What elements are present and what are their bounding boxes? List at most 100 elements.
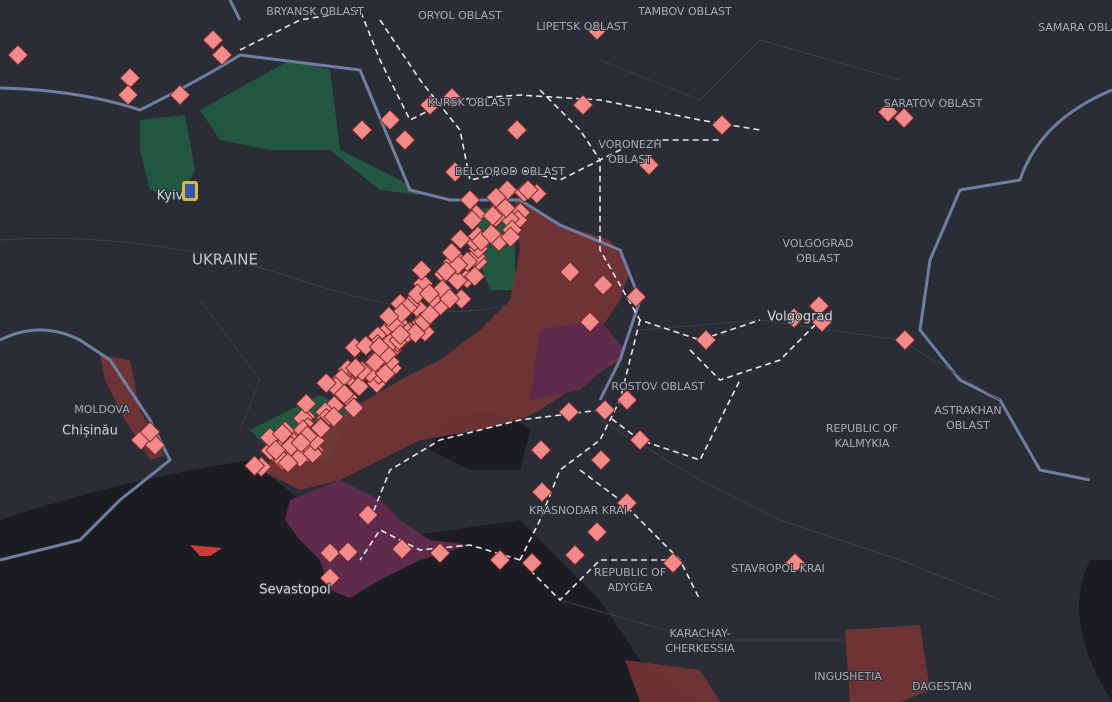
event-marker — [564, 544, 586, 566]
event-marker — [374, 363, 396, 385]
event-marker — [139, 421, 161, 443]
event-marker — [243, 455, 266, 477]
event-marker — [464, 265, 486, 287]
event-marker — [629, 429, 651, 451]
event-marker — [419, 94, 441, 116]
event-marker — [429, 542, 451, 564]
crimea — [285, 480, 470, 598]
event-marker — [355, 335, 377, 357]
place-label: VOLGOGRAD OBLAST — [782, 237, 853, 265]
event-marker — [586, 19, 608, 41]
event-marker — [343, 397, 365, 419]
event-marker — [7, 44, 29, 66]
event-marker — [590, 449, 612, 471]
event-marker — [894, 329, 916, 351]
kyiv-icon — [182, 181, 198, 201]
event-marker — [117, 84, 139, 106]
event-marker — [119, 67, 141, 89]
event-marker — [441, 242, 463, 264]
place-label: KRASNODAR KRAI — [529, 504, 627, 517]
event-marker — [444, 161, 466, 183]
event-marker — [579, 311, 601, 333]
event-marker — [439, 288, 461, 310]
event-marker — [461, 209, 483, 231]
event-marker — [625, 286, 647, 308]
region-shade — [845, 625, 930, 702]
event-marker — [489, 549, 511, 571]
place-label: MOLDOVA — [74, 403, 130, 416]
event-marker — [271, 423, 294, 445]
place-label: LIPETSK OBLAST — [536, 20, 627, 33]
event-marker — [811, 311, 833, 333]
event-marker — [169, 84, 191, 106]
event-marker — [638, 154, 660, 176]
event-marker — [310, 417, 332, 439]
place-label: BELGOROD OBLAST — [455, 165, 565, 178]
event-marker — [319, 567, 341, 589]
event-marker — [592, 274, 614, 296]
place-labels: BRYANSK OBLAST ORYOL OBLAST LIPETSK OBLAST… — [61, 4, 1112, 694]
occupied-area-east — [530, 320, 625, 400]
place-label: SAMARA OBLAST — [1038, 21, 1112, 34]
event-marker — [295, 393, 317, 415]
event-marker — [419, 303, 441, 326]
event-marker — [784, 552, 806, 574]
place-label: Sevastopol — [259, 583, 331, 598]
event-marker — [368, 336, 390, 358]
place-label: ORYOL OBLAST — [418, 9, 502, 22]
place-label: STAVROPOL KRAI — [731, 562, 825, 575]
event-marker — [450, 288, 473, 310]
place-label: Kyiv — [157, 189, 184, 204]
event-marker — [506, 119, 528, 141]
place-label: ROSTOV OBLAST — [611, 380, 705, 393]
event-marker — [783, 307, 805, 329]
event-marker — [521, 552, 543, 574]
place-label: TAMBOV OBLAST — [637, 5, 732, 18]
event-marker — [394, 129, 416, 151]
place-label: REPUBLIC OF ADYGEA — [594, 566, 666, 594]
place-label: BRYANSK OBLAST — [266, 5, 364, 18]
place-label: KURSK OBLAST — [428, 96, 512, 109]
event-marker — [277, 452, 299, 474]
event-marker — [711, 114, 733, 136]
event-marker — [351, 119, 373, 141]
event-marker — [379, 109, 401, 131]
place-label: SARATOV OBLAST — [884, 97, 983, 110]
event-marker — [378, 305, 400, 328]
event-marker — [695, 329, 717, 351]
event-marker — [572, 94, 594, 116]
event-marker — [616, 492, 638, 514]
place-label: Volgograd — [767, 310, 832, 325]
event-marker — [531, 481, 553, 503]
place-label: ASTRAKHAN OBLAST — [934, 404, 1001, 432]
event-marker — [480, 223, 502, 245]
event-marker — [662, 552, 684, 574]
event-marker — [482, 205, 504, 227]
event-marker — [406, 283, 429, 305]
event-marker — [893, 107, 915, 129]
place-label: DAGESTAN — [912, 680, 972, 693]
event-marker — [323, 406, 345, 428]
place-label: VORONEZH OBLAST — [598, 138, 661, 166]
place-label: Chișinău — [62, 424, 118, 439]
event-marker — [449, 228, 472, 250]
event-marker — [315, 372, 337, 394]
region-borders — [0, 39, 1001, 641]
event-marker — [517, 179, 539, 201]
event-marker — [530, 439, 552, 461]
event-marker — [290, 432, 312, 454]
event-marker — [202, 29, 224, 51]
place-label: INGUSHETIA — [814, 670, 882, 683]
event-marker — [485, 186, 507, 209]
event-marker — [265, 439, 287, 461]
place-label: KARACHAY-CHERKESSIA — [665, 627, 735, 655]
event-marker — [345, 357, 367, 379]
event-marker — [586, 521, 608, 543]
event-marker — [558, 401, 580, 423]
event-marker — [348, 375, 370, 398]
event-marker — [389, 323, 411, 346]
aircraft-icon — [190, 545, 222, 556]
event-marker — [559, 261, 581, 283]
event-marker — [211, 44, 233, 66]
